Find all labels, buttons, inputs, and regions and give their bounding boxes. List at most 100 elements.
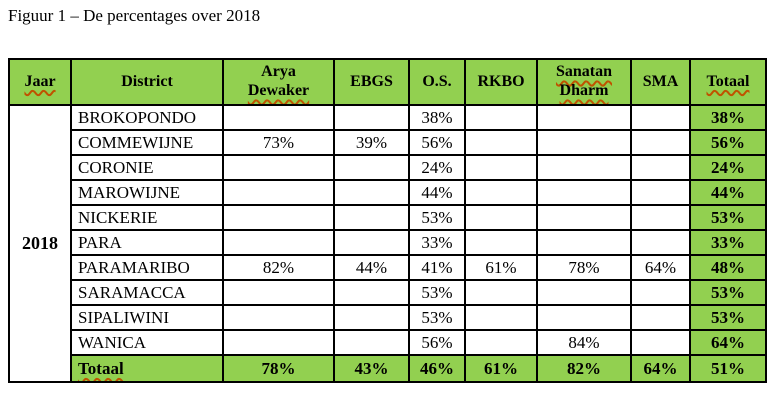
total-value-cell: 82% [536,354,632,383]
value-cell: 56% [408,129,466,156]
value-cell [333,304,410,331]
total-value-cell: 51% [689,354,767,383]
value-cell: 44% [333,254,410,281]
value-cell [630,329,691,356]
column-header-label: Totaal [706,72,750,90]
column-header-arya-dewaker: Arya Dewaker [222,58,335,106]
district-name-cell: BROKOPONDO [70,104,224,131]
value-cell [536,179,632,206]
district-name-cell: PARA [70,229,224,256]
value-cell: 33% [408,229,466,256]
value-cell: 78% [536,254,632,281]
value-cell: 56% [408,329,466,356]
value-cell [630,229,691,256]
value-cell [464,329,538,356]
value-cell [222,204,335,231]
district-row: 2018 BROKOPONDO 38% 38% [8,104,767,383]
value-cell: 53% [408,304,466,331]
column-header-jaar: Jaar [8,58,72,106]
value-cell: 44% [408,179,466,206]
value-cell [222,154,335,181]
column-header-label: District [121,72,173,90]
column-header-sanatan-dharm: Sanatan Dharm [536,58,632,106]
district-row: PARAMARIBO 82% 44% 41% 61% 78% 64% 48% [9,254,767,281]
district-name-cell: MAROWIJNE [70,179,224,206]
value-cell [222,104,335,131]
column-header-label: Dewaker [247,82,310,99]
district-row: SIPALIWINI 53% 53% [9,304,767,331]
value-cell [536,104,632,131]
value-cell [536,304,632,331]
column-header-ebgs: EBGS [333,58,410,106]
total-value-cell: 46% [408,354,466,383]
column-header-label: O.S. [422,72,452,90]
total-row: Totaal 78% 43% 46% 61% 82% 64% 51% [9,354,767,383]
row-total-cell: 53% [689,304,767,331]
value-cell: 82% [222,254,335,281]
value-cell [464,104,538,131]
value-cell: 39% [333,129,410,156]
value-cell: 41% [408,254,466,281]
row-total-cell: 38% [689,104,767,131]
value-cell: 53% [408,204,466,231]
row-total-cell: 53% [689,204,767,231]
district-name-cell: NICKERIE [70,204,224,231]
column-header-label: Dharm [559,82,609,99]
value-cell: 61% [464,254,538,281]
value-cell: 64% [630,254,691,281]
total-row-label-text: Totaal [78,358,124,378]
value-cell: 84% [536,329,632,356]
table-body: 2018 BROKOPONDO 38% 38% COMMEWIJNE 73% 39% 56% 5… [8,104,767,383]
row-total-cell: 33% [689,229,767,256]
row-total-cell: 53% [689,279,767,306]
district-name-cell: CORONIE [70,154,224,181]
district-name-cell: SIPALIWINI [70,304,224,331]
value-cell [222,329,335,356]
row-total-cell: 24% [689,154,767,181]
district-row: SARAMACCA 53% 53% [9,279,767,306]
column-header-label: Arya [261,63,296,81]
value-cell [464,179,538,206]
total-value-cell: 43% [333,354,410,383]
value-cell [464,204,538,231]
district-row: NICKERIE 53% 53% [9,204,767,231]
value-cell [464,304,538,331]
value-cell [630,304,691,331]
district-row: CORONIE 24% 24% [9,154,767,181]
row-total-cell: 64% [689,329,767,356]
total-value-cell: 78% [222,354,335,383]
value-cell [630,179,691,206]
value-cell [333,329,410,356]
column-header-label: EBGS [350,72,393,90]
value-cell [536,204,632,231]
value-cell [333,229,410,256]
column-header-district: District [70,58,224,106]
column-header-sma: SMA [630,58,691,106]
row-total-cell: 56% [689,129,767,156]
district-row: PARA 33% 33% [9,229,767,256]
value-cell: 24% [408,154,466,181]
district-name-cell: SARAMACCA [70,279,224,306]
district-row: WANICA 56% 84% 64% [9,329,767,356]
value-cell [630,129,691,156]
district-row: MAROWIJNE 44% 44% [9,179,767,206]
column-header-totaal: Totaal [689,58,767,106]
value-cell [222,279,335,306]
value-cell [333,279,410,306]
value-cell [630,104,691,131]
value-cell [333,104,410,131]
value-cell [222,229,335,256]
value-cell [464,279,538,306]
value-cell [222,304,335,331]
value-cell [464,154,538,181]
figure-caption: Figuur 1 – De percentages over 2018 [8,6,261,25]
value-cell [464,129,538,156]
value-cell: 73% [222,129,335,156]
column-header-rkbo: RKBO [464,58,538,106]
value-cell [333,154,410,181]
total-row-label: Totaal [70,354,224,383]
value-cell [536,279,632,306]
value-cell [222,179,335,206]
value-cell [464,229,538,256]
